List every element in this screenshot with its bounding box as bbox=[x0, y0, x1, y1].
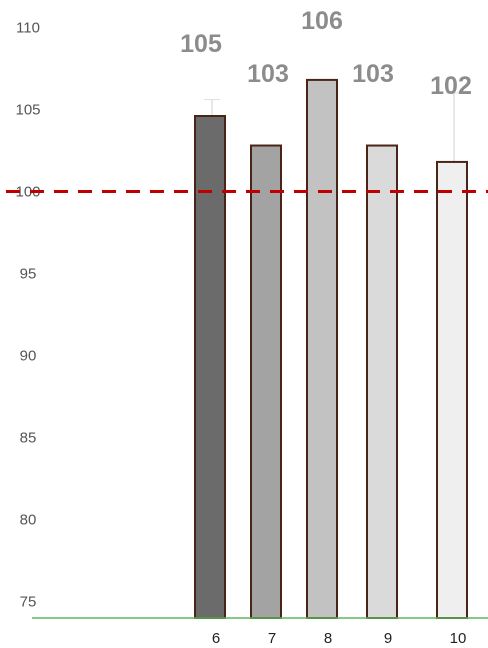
data-label-9: 103 bbox=[352, 60, 394, 88]
error-bars bbox=[204, 92, 462, 162]
x-tick-label-10: 10 bbox=[450, 630, 467, 647]
y-tick-label-110: 110 bbox=[16, 19, 40, 36]
y-tick-label-75: 75 bbox=[20, 594, 37, 611]
bar-9 bbox=[366, 144, 398, 619]
x-tick-label-8: 8 bbox=[324, 630, 332, 647]
y-tick-label-80: 80 bbox=[20, 512, 37, 529]
y-tick-label-85: 85 bbox=[20, 430, 37, 447]
data-label-7: 103 bbox=[247, 60, 289, 88]
y-tick-label-100: 100 bbox=[15, 183, 40, 200]
x-tick-label-6: 6 bbox=[212, 630, 220, 647]
data-label-10: 102 bbox=[430, 72, 472, 100]
y-tick-label-90: 90 bbox=[20, 348, 37, 365]
bars bbox=[194, 78, 468, 620]
x-axis: 6 7 8 9 10 bbox=[212, 630, 467, 647]
bar-10 bbox=[436, 160, 468, 620]
y-tick-label-95: 95 bbox=[20, 265, 37, 282]
x-tick-label-7: 7 bbox=[268, 630, 276, 647]
data-labels: 105 103 106 103 102 bbox=[180, 7, 472, 100]
bar-8 bbox=[306, 78, 338, 619]
y-tick-label-105: 105 bbox=[15, 101, 40, 118]
bar-7 bbox=[250, 144, 282, 619]
y-axis: 75 80 85 90 95 100 105 110 bbox=[15, 19, 40, 610]
data-label-6: 105 bbox=[180, 30, 222, 58]
x-tick-label-9: 9 bbox=[384, 630, 392, 647]
data-label-8: 106 bbox=[301, 7, 343, 35]
